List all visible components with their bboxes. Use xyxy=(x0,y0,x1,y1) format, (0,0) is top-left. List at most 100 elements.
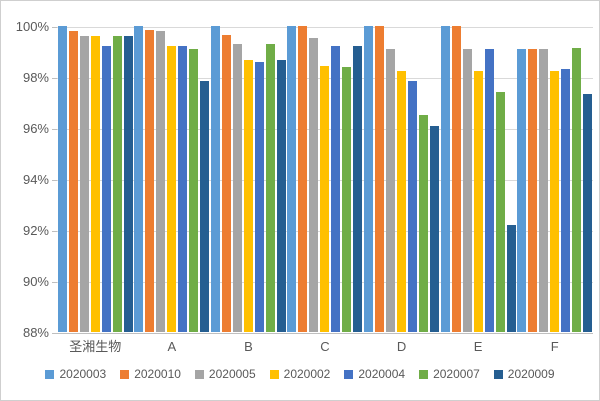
bar-2020003 xyxy=(440,26,450,332)
bar-2020004 xyxy=(561,69,571,332)
y-axis-labels: 100% 98% 96% 94% 92% 90% 88% xyxy=(1,1,49,400)
legend-color-swatch xyxy=(45,369,55,379)
bar-2020007 xyxy=(189,49,199,332)
bar-2020010 xyxy=(375,26,385,332)
bar-2020010 xyxy=(298,26,308,332)
bar-2020002 xyxy=(320,65,330,332)
y-tick-mark xyxy=(52,27,57,28)
bar-2020010 xyxy=(221,34,231,332)
bar-2020003 xyxy=(134,26,144,332)
bar-2020009 xyxy=(506,224,516,332)
y-tick-label: 90% xyxy=(22,274,49,289)
bar-group-E xyxy=(440,26,517,332)
y-tick-mark xyxy=(52,180,57,181)
y-tick-label: 96% xyxy=(22,121,49,136)
legend-item-2020005: 2020005 xyxy=(194,367,256,381)
legend-color-swatch xyxy=(269,369,279,379)
x-tick-label: D xyxy=(396,339,407,354)
bar-2020003 xyxy=(210,26,220,332)
legend-label: 2020004 xyxy=(358,367,406,381)
x-tick-label: F xyxy=(550,339,559,354)
legend-label: 2020009 xyxy=(507,367,555,381)
bar-group-F xyxy=(516,26,593,332)
bar-group-shengxiang xyxy=(57,26,134,332)
y-tick-label: 100% xyxy=(15,19,49,34)
legend-label: 2020007 xyxy=(433,367,480,381)
bar-2020002 xyxy=(243,60,253,332)
bar-2020004 xyxy=(408,80,418,332)
y-tick-label: 98% xyxy=(22,70,49,85)
bar-group-C xyxy=(287,26,364,332)
bar-2020003 xyxy=(517,49,527,332)
legend-color-swatch xyxy=(120,369,130,379)
bar-2020009 xyxy=(123,36,133,332)
y-tick-mark xyxy=(52,129,57,130)
bar-2020007 xyxy=(572,47,582,332)
gridline xyxy=(57,27,593,28)
legend-item-2020007: 2020007 xyxy=(419,367,480,381)
bar-2020004 xyxy=(484,49,494,332)
x-tick-label: A xyxy=(167,339,177,354)
bar-group-D xyxy=(363,26,440,332)
bar-2020009 xyxy=(353,46,363,332)
bar-2020007 xyxy=(112,36,122,332)
legend-item-2020002: 2020002 xyxy=(269,367,330,381)
bar-2020005 xyxy=(462,49,472,332)
x-tick-label: 圣湘生物 xyxy=(69,339,122,354)
x-tick-label: E xyxy=(473,339,483,354)
bar-2020010 xyxy=(145,29,155,332)
bar-2020009 xyxy=(583,93,593,332)
legend-color-swatch xyxy=(419,369,429,379)
legend-label: 2020005 xyxy=(208,367,256,381)
x-tick-label: B xyxy=(244,339,253,354)
bar-2020004 xyxy=(101,46,111,332)
bar-2020003 xyxy=(57,26,67,332)
bar-2020002 xyxy=(473,70,483,332)
bar-2020007 xyxy=(419,115,429,332)
legend-item-2020010: 2020010 xyxy=(120,367,181,381)
bar-2020002 xyxy=(90,36,100,332)
y-tick-label: 92% xyxy=(22,223,49,238)
bar-2020009 xyxy=(200,80,210,332)
bar-2020003 xyxy=(364,26,374,332)
plot-area xyxy=(52,26,593,334)
bar-2020007 xyxy=(495,92,505,332)
x-axis-labels: 圣湘生物 A B C D E F xyxy=(57,338,593,356)
bar-2020004 xyxy=(178,46,188,332)
bar-2020003 xyxy=(287,26,297,332)
bar-2020005 xyxy=(79,36,89,332)
bar-2020007 xyxy=(342,66,352,332)
bar-2020007 xyxy=(265,43,275,332)
legend-color-swatch xyxy=(493,369,503,379)
legend-color-swatch xyxy=(344,369,354,379)
x-axis-line xyxy=(57,333,593,334)
bar-2020010 xyxy=(68,31,78,332)
legend-item-2020004: 2020004 xyxy=(344,367,405,381)
chart-legend: 2020003 2020010 2020005 2020002 2020004 20200… xyxy=(1,367,599,381)
y-tick-mark xyxy=(52,333,57,334)
legend-label: 2020003 xyxy=(59,367,107,381)
bar-2020009 xyxy=(430,125,440,332)
x-tick-label: C xyxy=(320,339,330,354)
bar-2020005 xyxy=(232,43,242,332)
bar-2020005 xyxy=(156,31,166,332)
bar-group-B xyxy=(210,26,287,332)
legend-item-2020003: 2020003 xyxy=(45,367,106,381)
bar-2020004 xyxy=(254,61,264,332)
legend-item-2020009: 2020009 xyxy=(493,367,555,381)
y-tick-mark xyxy=(52,231,57,232)
y-tick-label: 94% xyxy=(22,172,49,187)
bar-2020005 xyxy=(386,49,396,332)
bar-2020010 xyxy=(528,49,538,332)
bar-2020002 xyxy=(397,70,407,332)
legend-color-swatch xyxy=(194,369,204,379)
bar-2020004 xyxy=(331,46,341,332)
legend-label: 2020010 xyxy=(134,367,181,381)
y-tick-label: 88% xyxy=(22,325,49,340)
bar-2020010 xyxy=(451,26,461,332)
bar-2020009 xyxy=(276,60,286,332)
bar-2020005 xyxy=(309,37,319,332)
bar-2020005 xyxy=(539,49,549,332)
bar-2020002 xyxy=(550,70,560,332)
